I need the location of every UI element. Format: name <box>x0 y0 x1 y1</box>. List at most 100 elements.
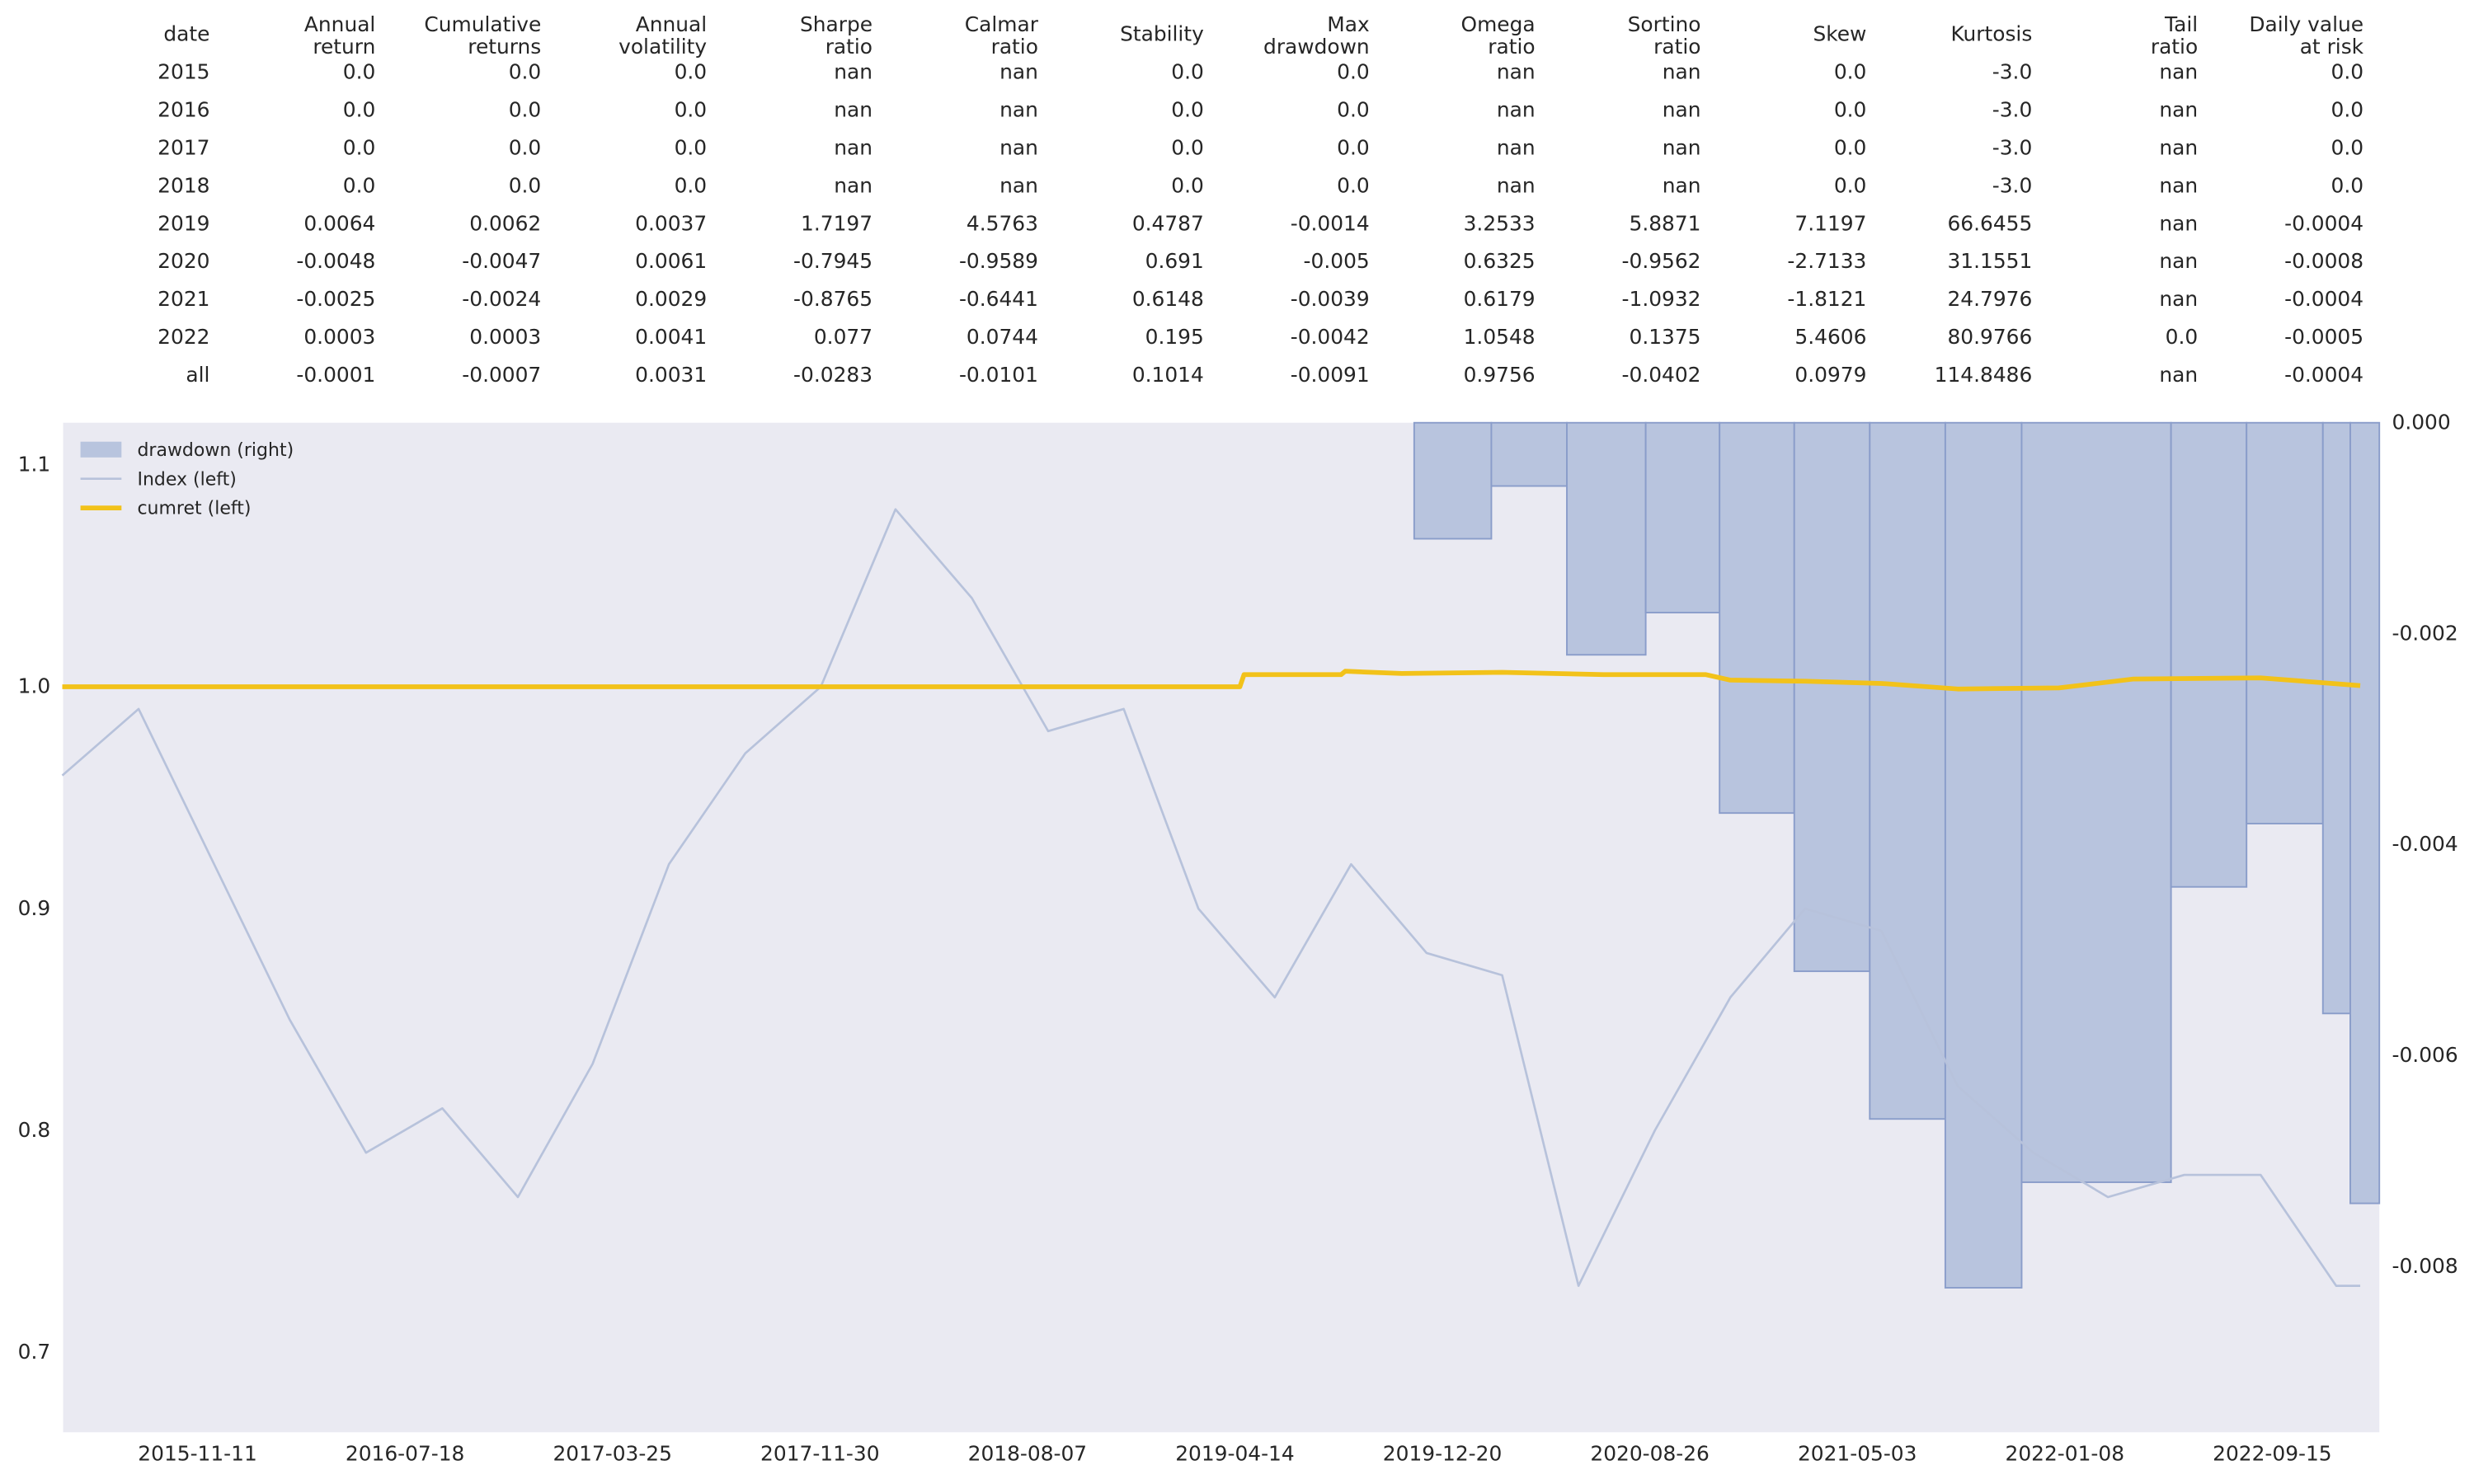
table-cell: nan <box>2159 211 2198 235</box>
table-cell: 0.0003 <box>303 325 375 349</box>
table-cell: 0.0031 <box>635 363 707 387</box>
drawdown-step <box>2321 421 2351 1015</box>
table-cell: nan <box>2159 287 2198 311</box>
table-cell: 80.9766 <box>1947 325 2032 349</box>
table-cell: -0.8765 <box>793 287 872 311</box>
drawdown-step <box>1793 421 1871 973</box>
column-header: return <box>313 35 375 59</box>
table-cell: nan <box>1663 135 1701 159</box>
column-header: returns <box>468 35 541 59</box>
column-header: Omega <box>1461 12 1536 36</box>
table-cell: -2.7133 <box>1787 249 1866 273</box>
drawdown-step <box>2349 421 2381 1205</box>
column-header: ratio <box>2151 35 2198 59</box>
x-tick-label: 2015-11-11 <box>138 1442 256 1466</box>
y-tick-label: 0.9 <box>18 896 51 920</box>
table-cell: 5.8871 <box>1630 211 1701 235</box>
column-header: Tail <box>2164 12 2198 36</box>
drawdown-step <box>2246 421 2324 824</box>
table-cell: 2018 <box>158 173 209 197</box>
table-cell: 0.0037 <box>635 211 707 235</box>
table-cell: 2021 <box>158 287 209 311</box>
table-cell: 0.0003 <box>469 325 541 349</box>
drawdown-step <box>1719 421 1795 815</box>
table-cell: 0.0 <box>2166 325 2199 349</box>
y2-tick-label: -0.004 <box>2392 832 2458 856</box>
x-tick-label: 2020-08-26 <box>1590 1442 1709 1466</box>
table-cell: -3.0 <box>1992 173 2033 197</box>
column-header: at risk <box>2300 35 2364 59</box>
table-cell: nan <box>999 98 1038 122</box>
table-cell: -0.0039 <box>1291 287 1370 311</box>
table-cell: -1.0932 <box>1622 287 1701 311</box>
table-cell: 5.4606 <box>1794 325 1866 349</box>
table-cell: 4.5763 <box>967 211 1038 235</box>
table-cell: 0.0 <box>1171 60 1204 84</box>
table-cell: 0.4787 <box>1132 211 1204 235</box>
x-tick-label: 2021-05-03 <box>1798 1442 1917 1466</box>
column-header: Calmar <box>965 12 1039 36</box>
table-cell: -0.0101 <box>959 363 1038 387</box>
table-cell: 0.0 <box>343 135 376 159</box>
x-tick-label: 2017-03-25 <box>553 1442 671 1466</box>
table-cell: -0.0001 <box>296 363 375 387</box>
drawdown-step <box>2020 421 2172 1183</box>
table-cell: -0.0004 <box>2284 287 2363 311</box>
table-cell: nan <box>1497 98 1536 122</box>
legend-label: Index (left) <box>137 469 236 490</box>
table-cell: -0.9589 <box>959 249 1038 273</box>
table-cell: 24.7976 <box>1947 287 2032 311</box>
table-cell: -0.0004 <box>2284 211 2363 235</box>
table-cell: nan <box>834 135 872 159</box>
table-cell: 0.0 <box>1337 173 1370 197</box>
table-cell: 0.0061 <box>635 249 707 273</box>
column-header: volatility <box>618 35 707 59</box>
table-cell: 0.0062 <box>469 211 541 235</box>
table-cell: nan <box>1497 60 1536 84</box>
table-cell: -0.0048 <box>296 249 375 273</box>
table-cell: nan <box>2159 60 2198 84</box>
x-tick-label: 2019-04-14 <box>1175 1442 1294 1466</box>
table-cell: 0.0 <box>509 135 542 159</box>
table-cell: -0.0283 <box>793 363 872 387</box>
table-cell: 114.8486 <box>1935 363 2033 387</box>
table-cell: 1.7197 <box>801 211 872 235</box>
table-cell: 0.0 <box>509 173 542 197</box>
table-cell: nan <box>2159 173 2198 197</box>
table-cell: 0.0 <box>343 173 376 197</box>
column-header: drawdown <box>1263 35 1370 59</box>
column-header: ratio <box>1653 35 1700 59</box>
table-cell: 0.0 <box>509 60 542 84</box>
table-cell: 3.2533 <box>1464 211 1536 235</box>
table-cell: 2020 <box>158 249 209 273</box>
column-header: Annual <box>304 12 375 36</box>
table-cell: nan <box>2159 249 2198 273</box>
x-tick-label: 2022-09-15 <box>2213 1442 2331 1466</box>
table-cell: nan <box>2159 363 2198 387</box>
table-cell: 0.0 <box>675 173 708 197</box>
table-cell: 0.0 <box>2331 98 2364 122</box>
column-header: Skew <box>1813 22 1866 46</box>
table-cell: 0.6325 <box>1464 249 1536 273</box>
table-cell: 0.0 <box>1337 98 1370 122</box>
y-tick-label: 0.8 <box>18 1118 51 1142</box>
column-header: Sortino <box>1628 12 1701 36</box>
column-header: ratio <box>991 35 1038 59</box>
table-cell: 0.0 <box>343 60 376 84</box>
table-cell: 0.0 <box>1337 60 1370 84</box>
x-tick-label: 2022-01-08 <box>2006 1442 2124 1466</box>
table-cell: 0.0064 <box>303 211 375 235</box>
table-cell: nan <box>1497 135 1536 159</box>
drawdown-step <box>1490 421 1568 487</box>
column-header: ratio <box>825 35 872 59</box>
table-cell: 0.9756 <box>1464 363 1536 387</box>
table-cell: 2017 <box>158 135 209 159</box>
table-cell: 2022 <box>158 325 209 349</box>
table-cell: -3.0 <box>1992 135 2033 159</box>
table-cell: -0.7945 <box>793 249 872 273</box>
table-cell: nan <box>1663 98 1701 122</box>
table-cell: 0.0 <box>1171 135 1204 159</box>
table-cell: 0.0 <box>1834 60 1867 84</box>
column-header: Sharpe <box>800 12 872 36</box>
